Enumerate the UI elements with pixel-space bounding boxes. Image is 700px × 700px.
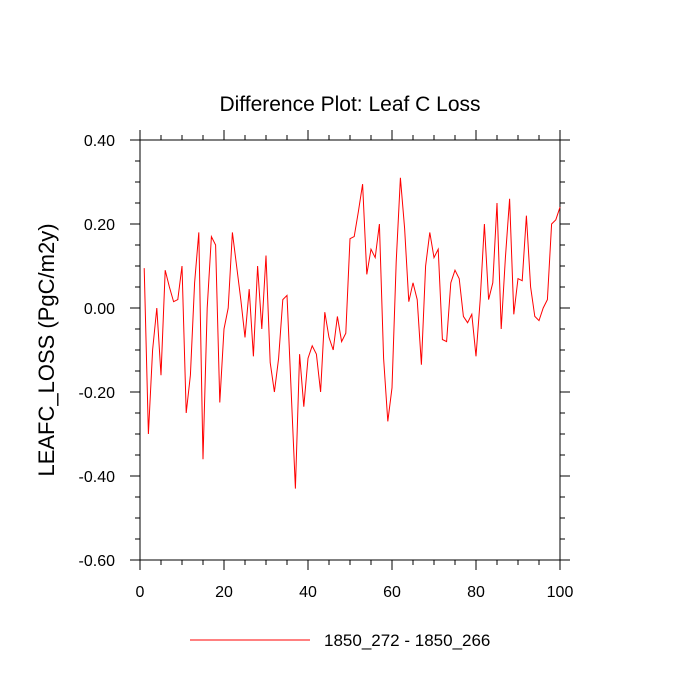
y-tick-label: 0.00 (84, 301, 115, 318)
y-tick-label: 0.20 (84, 217, 115, 234)
y-tick-label: -0.40 (79, 469, 116, 486)
series-group (143, 177, 561, 489)
y-axis-tick-labels: 0.40 0.20 0.00 -0.20 -0.40 -0.60 (79, 133, 116, 570)
x-axis-tick-labels: 0 20 40 60 80 100 (136, 584, 574, 601)
x-tick-label: 60 (383, 584, 401, 601)
chart-title: Difference Plot: Leaf C Loss (219, 93, 480, 116)
x-tick-label: 40 (299, 584, 317, 601)
y-tick-label: 0.40 (84, 133, 115, 150)
legend: 1850_272 - 1850_266 (190, 631, 490, 650)
legend-label: 1850_272 - 1850_266 (324, 631, 490, 650)
y-tick-label: -0.20 (79, 385, 116, 402)
series-line (143, 177, 561, 489)
x-tick-label: 80 (467, 584, 485, 601)
x-tick-label: 0 (136, 584, 145, 601)
y-axis-label: LEAFC_LOSS (PgC/m2y) (34, 223, 59, 476)
axis-ticks (130, 130, 570, 570)
x-tick-label: 20 (215, 584, 233, 601)
y-tick-label: -0.60 (79, 553, 116, 570)
x-tick-label: 100 (547, 584, 574, 601)
